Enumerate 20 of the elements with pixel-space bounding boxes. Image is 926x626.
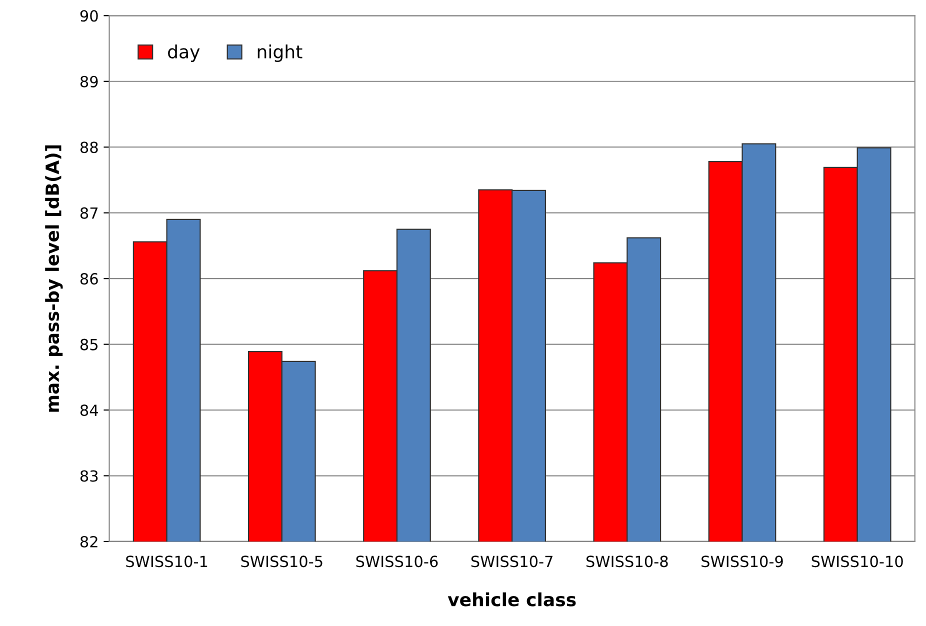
x-tick-label: SWISS10-6 (356, 556, 438, 568)
y-tick-label: 89 (80, 76, 98, 88)
x-tick-label: SWISS10-9 (702, 556, 783, 568)
y-tick-label: 84 (80, 404, 98, 416)
legend-label: night (258, 44, 302, 62)
y-tick-label: 87 (80, 207, 98, 219)
y-axis-title: max. pass-by level [dB(A)] (45, 145, 63, 412)
y-tick-label: 83 (80, 470, 98, 482)
legend-label: day (168, 44, 200, 62)
x-tick-label: SWISS10-10 (812, 556, 903, 568)
y-tick-label: 88 (80, 142, 98, 154)
x-tick-label: SWISS10-7 (471, 556, 552, 568)
x-tick-label: SWISS10-5 (241, 556, 322, 568)
x-tick-label: SWISS10-8 (586, 556, 668, 568)
y-tick-label: 85 (80, 338, 98, 350)
y-tick-label: 90 (80, 10, 98, 22)
x-tick-label: SWISS10-1 (126, 556, 208, 568)
x-axis-title: vehicle class (448, 592, 576, 606)
y-tick-label: 86 (80, 273, 98, 285)
y-tick-label: 82 (80, 536, 98, 548)
